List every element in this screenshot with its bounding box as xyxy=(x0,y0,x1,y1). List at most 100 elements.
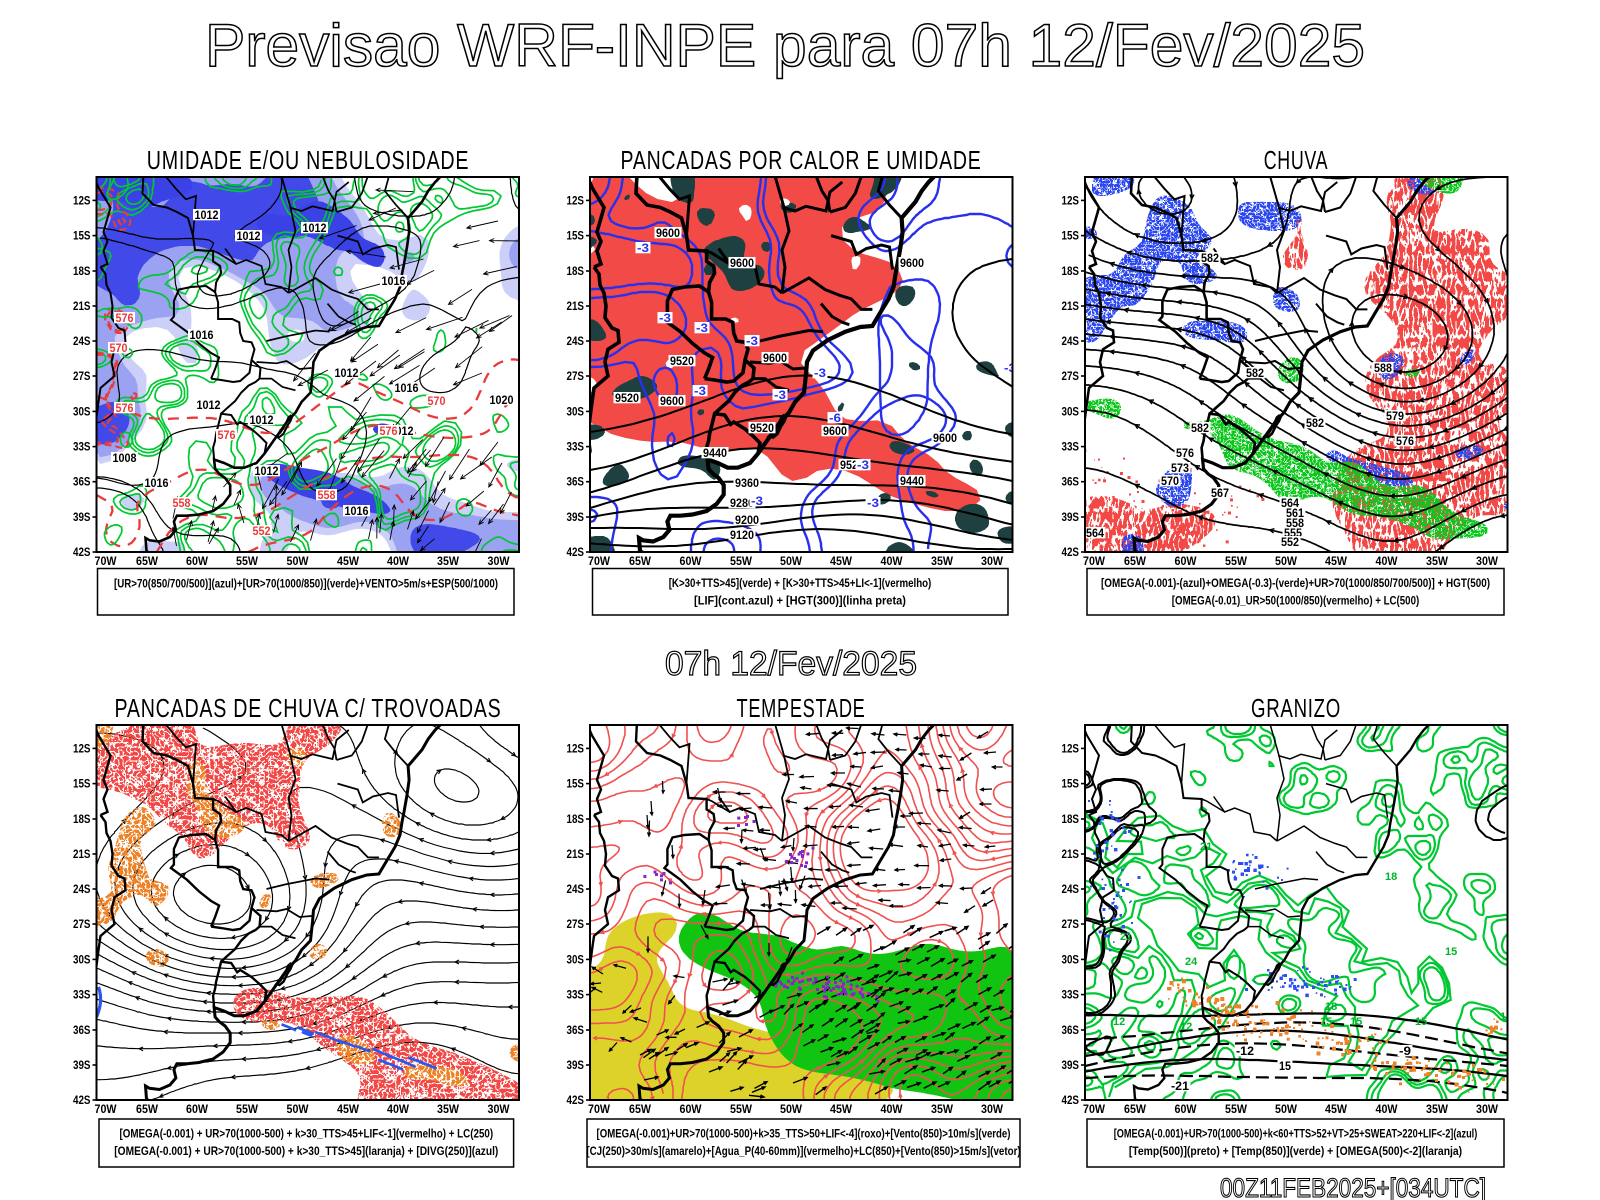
svg-text:-3: -3 xyxy=(696,323,708,335)
svg-text:60W: 60W xyxy=(186,554,209,568)
svg-text:21S: 21S xyxy=(567,847,585,861)
svg-text:50W: 50W xyxy=(780,1102,803,1116)
svg-text:1016: 1016 xyxy=(382,276,406,288)
svg-text:40W: 40W xyxy=(881,554,904,568)
svg-text:24S: 24S xyxy=(73,882,91,896)
svg-text:1012: 1012 xyxy=(250,415,274,427)
svg-text:70W: 70W xyxy=(95,554,118,568)
svg-text:570: 570 xyxy=(110,343,128,355)
svg-text:30W: 30W xyxy=(488,554,511,568)
svg-text:18S: 18S xyxy=(567,812,585,826)
svg-text:15S: 15S xyxy=(567,229,585,243)
svg-text:TEMPESTADE: TEMPESTADE xyxy=(737,693,866,723)
svg-text:12S: 12S xyxy=(73,193,91,207)
svg-text:1012: 1012 xyxy=(303,223,327,235)
svg-text:65W: 65W xyxy=(1124,1102,1147,1116)
svg-text:30S: 30S xyxy=(1062,952,1080,966)
svg-text:576: 576 xyxy=(1176,448,1194,460)
svg-text:1020: 1020 xyxy=(490,395,514,407)
svg-text:9440: 9440 xyxy=(900,476,924,488)
svg-text:36S: 36S xyxy=(73,1023,91,1037)
svg-text:24S: 24S xyxy=(567,334,585,348)
svg-text:15: 15 xyxy=(1350,1016,1362,1028)
svg-text:9200: 9200 xyxy=(735,515,759,527)
svg-text:-3: -3 xyxy=(694,386,706,398)
svg-text:12: 12 xyxy=(1500,1011,1512,1023)
svg-text:65W: 65W xyxy=(136,554,159,568)
svg-text:-3: -3 xyxy=(746,336,758,348)
svg-text:-21: -21 xyxy=(1171,1081,1190,1093)
svg-text:36S: 36S xyxy=(1062,1023,1080,1037)
svg-text:65W: 65W xyxy=(136,1102,159,1116)
svg-text:18S: 18S xyxy=(73,812,91,826)
svg-text:21S: 21S xyxy=(1062,847,1080,861)
svg-text:40W: 40W xyxy=(881,1102,904,1116)
svg-text:582: 582 xyxy=(1246,368,1264,380)
svg-text:12S: 12S xyxy=(567,193,585,207)
svg-text:9600: 9600 xyxy=(933,433,957,445)
svg-text:15S: 15S xyxy=(1062,777,1080,791)
svg-text:[UR>70(850/700/500)](azul)+[UR: [UR>70(850/700/500)](azul)+[UR>70(1000/8… xyxy=(114,577,498,591)
svg-text:1016: 1016 xyxy=(145,478,169,490)
svg-text:15S: 15S xyxy=(567,777,585,791)
svg-text:576: 576 xyxy=(116,403,134,415)
svg-text:35W: 35W xyxy=(437,554,460,568)
svg-text:21S: 21S xyxy=(73,847,91,861)
svg-text:24S: 24S xyxy=(567,882,585,896)
svg-text:36S: 36S xyxy=(1062,475,1080,489)
svg-text:[OMEGA(-0.001) + UR>70(1000-50: [OMEGA(-0.001) + UR>70(1000-500) + k>30_… xyxy=(119,1127,493,1141)
svg-text:552: 552 xyxy=(253,526,271,538)
svg-text:576: 576 xyxy=(380,426,398,438)
svg-text:573: 573 xyxy=(1171,463,1189,475)
svg-text:50W: 50W xyxy=(1275,1102,1298,1116)
svg-text:1012: 1012 xyxy=(255,466,279,478)
svg-text:40W: 40W xyxy=(387,554,410,568)
svg-text:21: 21 xyxy=(1200,841,1212,853)
svg-text:30W: 30W xyxy=(1476,554,1499,568)
svg-text:1012: 1012 xyxy=(197,400,221,412)
svg-text:-3: -3 xyxy=(774,390,786,402)
svg-text:9520: 9520 xyxy=(615,393,639,405)
svg-text:55W: 55W xyxy=(236,554,259,568)
svg-text:35W: 35W xyxy=(1426,1102,1449,1116)
svg-text:27S: 27S xyxy=(567,369,585,383)
svg-text:24S: 24S xyxy=(1062,882,1080,896)
svg-text:42S: 42S xyxy=(567,1093,585,1107)
svg-text:1012: 1012 xyxy=(335,368,359,380)
svg-text:9600: 9600 xyxy=(763,353,787,365)
svg-text:1016: 1016 xyxy=(345,506,369,518)
svg-text:27S: 27S xyxy=(73,369,91,383)
svg-text:15: 15 xyxy=(1279,1061,1292,1073)
svg-text:9600: 9600 xyxy=(900,258,924,270)
svg-text:45W: 45W xyxy=(337,554,360,568)
svg-text:39S: 39S xyxy=(567,1058,585,1072)
svg-text:40W: 40W xyxy=(1376,1102,1399,1116)
svg-text:36S: 36S xyxy=(567,475,585,489)
svg-text:42S: 42S xyxy=(1062,545,1080,559)
svg-text:PANCADAS DE CHUVA C/ TROVOADAS: PANCADAS DE CHUVA C/ TROVOADAS xyxy=(115,693,502,723)
svg-text:21S: 21S xyxy=(567,299,585,313)
svg-text:39S: 39S xyxy=(1062,510,1080,524)
svg-text:15S: 15S xyxy=(73,777,91,791)
svg-text:9360: 9360 xyxy=(735,478,759,490)
svg-text:15: 15 xyxy=(1445,946,1457,958)
svg-text:33S: 33S xyxy=(1062,988,1080,1002)
svg-text:582: 582 xyxy=(1201,253,1219,265)
svg-text:45W: 45W xyxy=(1325,1102,1348,1116)
svg-text:70W: 70W xyxy=(95,1102,118,1116)
svg-text:Previsao WRF-INPE para 07h 12: Previsao WRF-INPE para 07h 12/Fev/2025 xyxy=(205,12,1365,79)
svg-text:55W: 55W xyxy=(730,554,753,568)
svg-text:[CJ(250)>30m/s](amarelo)+[Agua: [CJ(250)>30m/s](amarelo)+[Agua_P(40-60mm… xyxy=(586,1144,1020,1158)
svg-text:582: 582 xyxy=(1306,418,1324,430)
svg-text:12: 12 xyxy=(1180,1021,1192,1033)
svg-text:18: 18 xyxy=(1385,871,1397,883)
svg-text:18S: 18S xyxy=(567,264,585,278)
svg-text:-3: -3 xyxy=(659,313,671,325)
svg-text:65W: 65W xyxy=(1124,554,1147,568)
svg-text:570: 570 xyxy=(428,396,446,408)
svg-text:30S: 30S xyxy=(1062,404,1080,418)
svg-text:18S: 18S xyxy=(73,264,91,278)
svg-text:50W: 50W xyxy=(287,554,310,568)
svg-text:35W: 35W xyxy=(931,554,954,568)
svg-text:9520: 9520 xyxy=(670,356,694,368)
